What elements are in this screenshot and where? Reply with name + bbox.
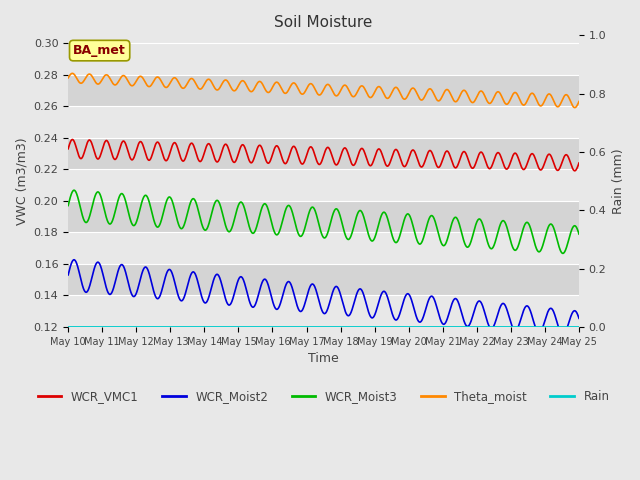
X-axis label: Time: Time	[308, 352, 339, 365]
Y-axis label: Rain (mm): Rain (mm)	[612, 148, 625, 214]
Bar	[68, 169, 579, 201]
Bar	[68, 43, 579, 75]
Bar	[68, 138, 579, 169]
Bar	[68, 106, 579, 138]
Text: BA_met: BA_met	[73, 44, 126, 57]
Bar	[68, 75, 579, 106]
Bar	[68, 295, 579, 327]
Bar	[68, 201, 579, 232]
Bar	[68, 232, 579, 264]
Y-axis label: VWC (m3/m3): VWC (m3/m3)	[15, 137, 28, 225]
Bar	[68, 264, 579, 295]
Title: Soil Moisture: Soil Moisture	[275, 15, 372, 30]
Legend: WCR_VMC1, WCR_Moist2, WCR_Moist3, Theta_moist, Rain: WCR_VMC1, WCR_Moist2, WCR_Moist3, Theta_…	[33, 385, 614, 408]
